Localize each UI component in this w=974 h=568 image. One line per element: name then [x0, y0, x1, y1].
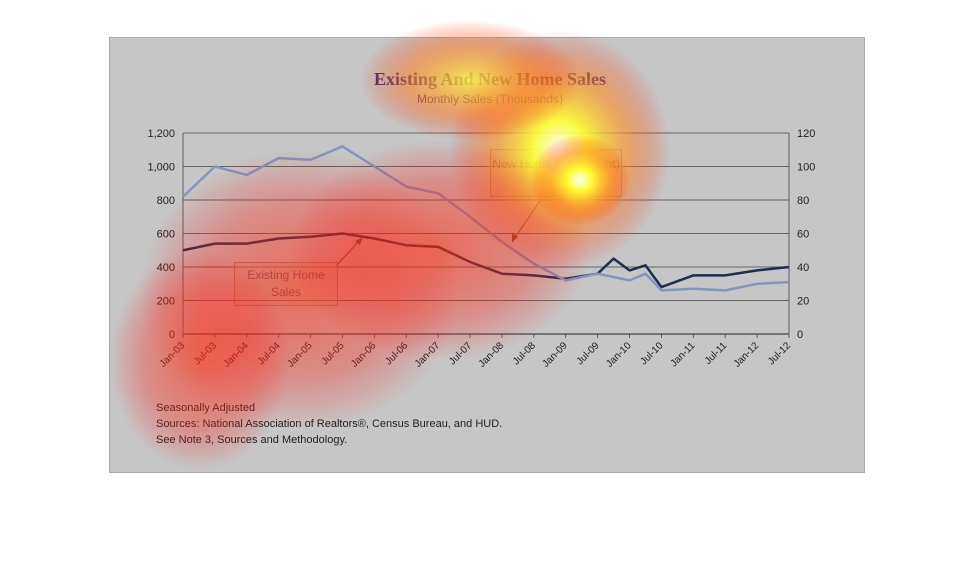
x-tick-label: Jan-09 — [540, 340, 570, 370]
x-tick-label: Jul-06 — [383, 340, 410, 367]
x-tick-label: Jul-03 — [192, 340, 219, 367]
x-tick-label: Jan-08 — [477, 340, 507, 370]
x-tick-label: Jan-07 — [413, 340, 443, 370]
left-tick-label: 800 — [157, 195, 175, 207]
callout-existing-home-sales: Existing Home Sales — [234, 262, 338, 306]
right-tick-label: 20 — [797, 296, 809, 308]
left-tick-label: 1,200 — [147, 128, 175, 140]
right-tick-label: 80 — [797, 195, 809, 207]
right-tick-label: 0 — [797, 329, 803, 341]
x-tick-label: Jan-05 — [285, 340, 315, 370]
x-tick-label: Jul-04 — [256, 340, 283, 367]
right-tick-label: 40 — [797, 262, 809, 274]
x-tick-label: Jan-12 — [732, 340, 762, 370]
x-tick-label: Jul-09 — [575, 340, 602, 367]
left-tick-label: 200 — [157, 296, 175, 308]
footnote-seasonal: Seasonally Adjusted — [156, 402, 256, 414]
x-tick-label: Jul-11 — [703, 340, 730, 367]
chart-subtitle: Monthly Sales (Thousands) — [417, 92, 563, 106]
chart-title: Existing And New Home Sales — [374, 69, 606, 89]
x-tick-label: Jul-10 — [638, 340, 665, 367]
x-axis-ticks: Jan-03 Jul-03 Jan-04 Jul-04 Jan-05 Jul-05 Jan-… — [158, 334, 793, 370]
x-tick-label: Jan-03 — [158, 340, 188, 370]
right-axis-ticks: 0 20 40 60 80 100 120 — [797, 128, 815, 341]
right-tick-label: 100 — [797, 162, 815, 174]
left-tick-label: 400 — [157, 262, 175, 274]
footnote-methodology: See Note 3, Sources and Methodology. — [156, 434, 348, 446]
x-tick-label: Jul-12 — [766, 340, 793, 367]
x-tick-label: Jul-05 — [320, 340, 347, 367]
left-axis-ticks: 0 200 400 600 800 1,000 1,200 — [147, 128, 175, 341]
right-tick-label: 120 — [797, 128, 815, 140]
left-tick-label: 0 — [169, 329, 175, 341]
x-tick-label: Jul-07 — [447, 340, 474, 367]
footnote-sources: Sources: National Association of Realtor… — [156, 418, 503, 430]
x-tick-label: Jan-10 — [604, 340, 634, 370]
left-tick-label: 1,000 — [147, 162, 175, 174]
callout-new-home-sales: New Home Sales (right) — [490, 149, 622, 197]
x-tick-label: Jan-06 — [349, 340, 379, 370]
left-tick-label: 600 — [157, 229, 175, 241]
x-tick-label: Jan-04 — [222, 340, 252, 370]
callout-arrow-new — [511, 197, 543, 243]
right-tick-label: 60 — [797, 229, 809, 241]
x-tick-label: Jan-11 — [669, 340, 698, 369]
x-tick-label: Jul-08 — [511, 340, 538, 367]
